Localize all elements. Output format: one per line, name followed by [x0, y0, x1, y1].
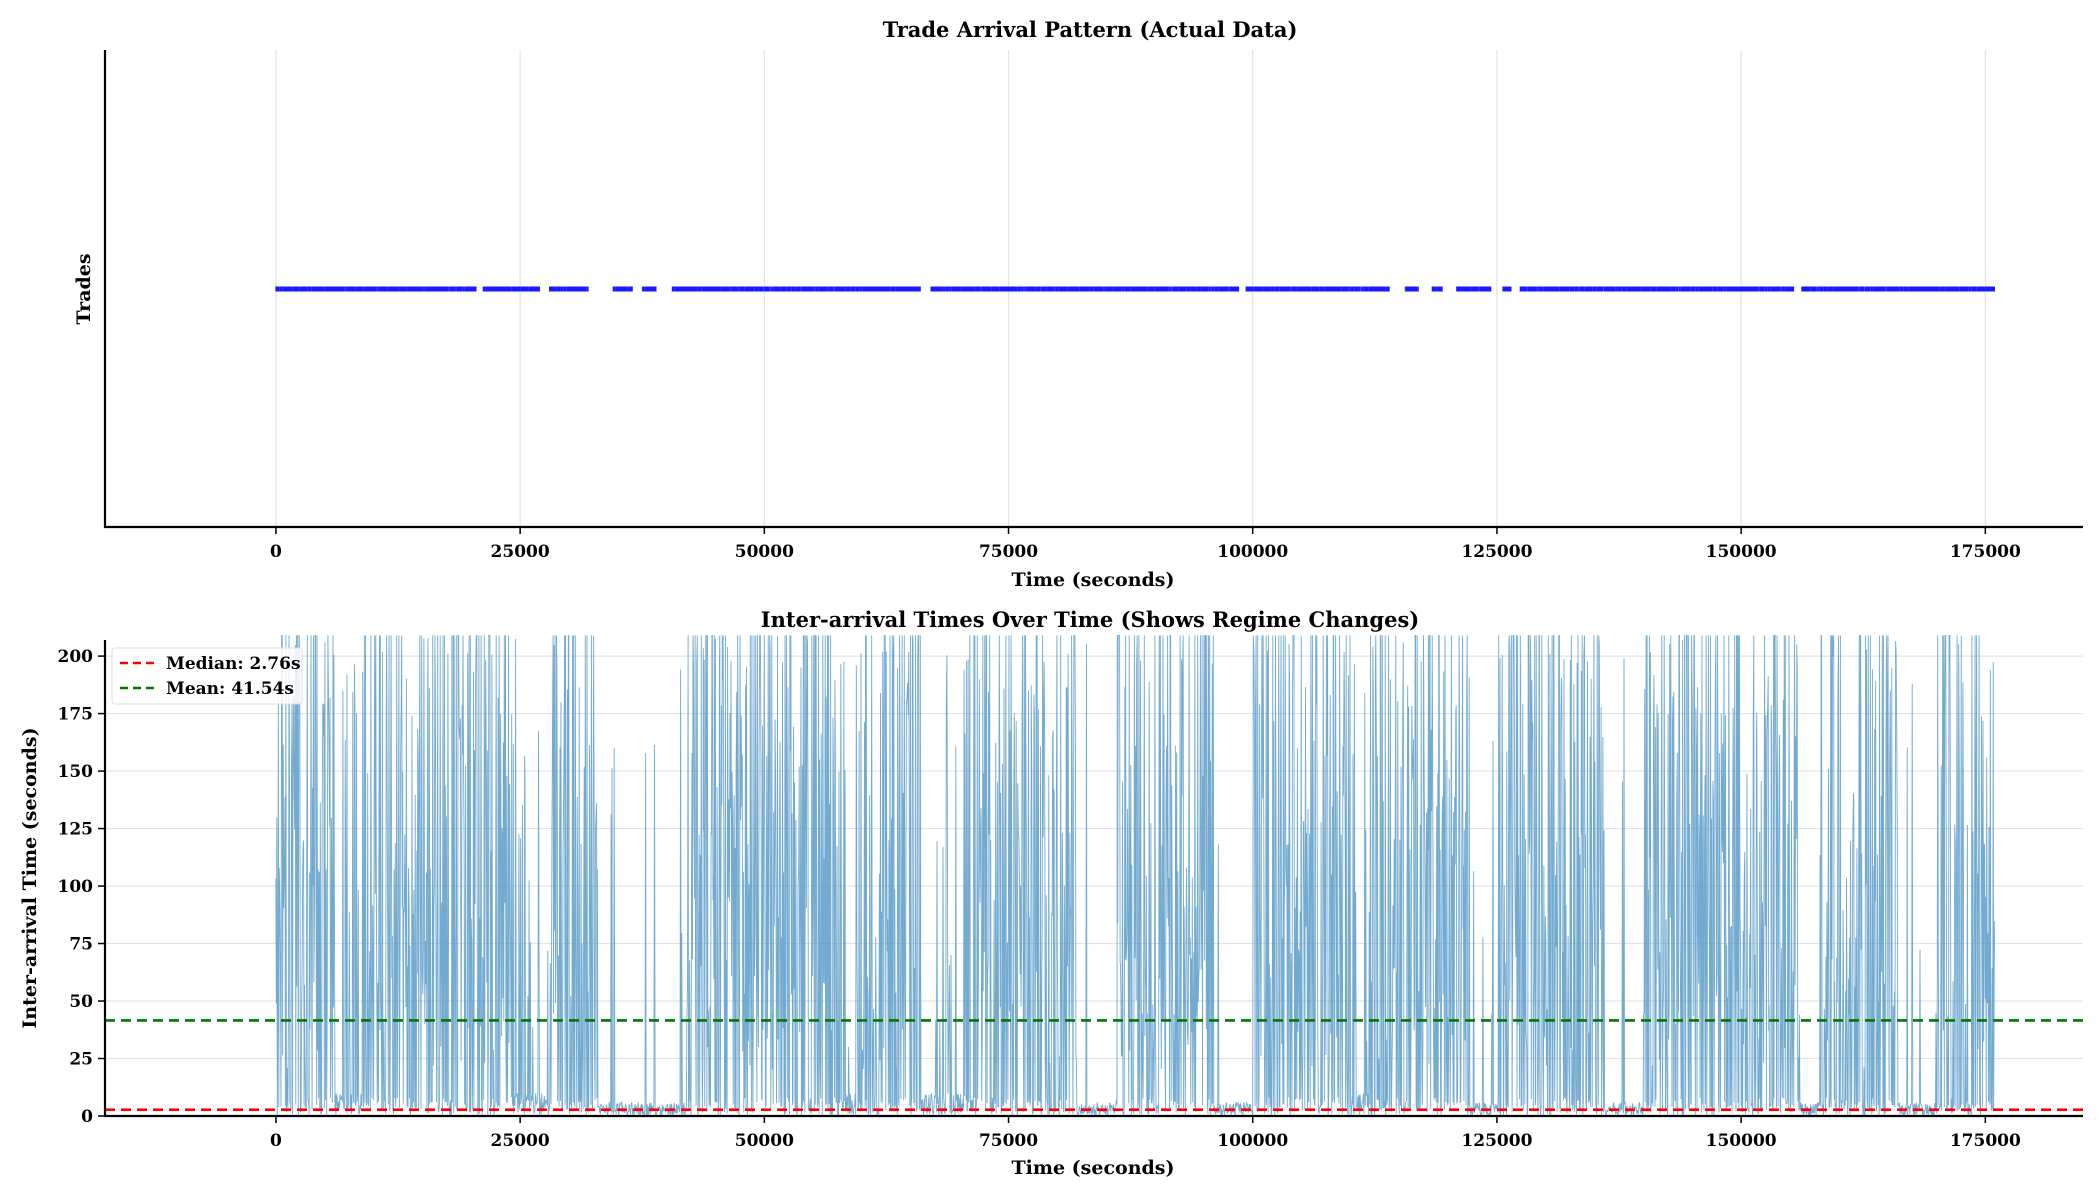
bottom-x-tick-label-5: 125000: [1461, 1131, 1532, 1151]
bottom-y-axis-label: Inter-arrival Time (seconds): [19, 727, 41, 1028]
top-y-axis-label: Trades: [73, 253, 95, 324]
bottom-reference-lines: [105, 1019, 2083, 1111]
legend-median-label: Median: 2.76s: [166, 654, 301, 674]
bottom-x-tick-label-3: 75000: [979, 1131, 1038, 1151]
bottom-x-tick-label-0: 0: [270, 1131, 282, 1151]
bottom-y-tick-label-0: 0: [81, 1107, 93, 1127]
bottom-x-axis-label: Time (seconds): [1012, 1157, 1175, 1179]
bottom-y-tick-label-1: 25: [69, 1050, 93, 1070]
top-x-ticks: 0 25000 50000 75000 100000 125000 150000 175000: [270, 527, 2021, 562]
top-x-tick-label-3: 75000: [979, 542, 1038, 562]
bottom-y-tick-label-8: 200: [58, 647, 94, 667]
bottom-y-ticks: 0 25 50 75 100 125 150 175 200: [58, 647, 105, 1127]
legend-box: [111, 647, 303, 705]
top-x-tick-label-5: 125000: [1461, 542, 1532, 562]
bottom-chart-title: Inter-arrival Times Over Time (Shows Reg…: [761, 607, 1419, 632]
trade-arrival-chart: Trade Arrival Pattern (Actual Data) 0 250…: [73, 17, 2083, 591]
bottom-x-tick-label-1: 25000: [491, 1131, 550, 1151]
top-x-tick-label-2: 50000: [735, 542, 794, 562]
legend: Median: 2.76s Mean: 41.54s: [111, 647, 303, 705]
top-x-tick-label-1: 25000: [491, 542, 550, 562]
top-x-tick-label-7: 175000: [1950, 542, 2021, 562]
top-trade-ticks: [275, 286, 1995, 292]
top-x-tick-label-4: 100000: [1217, 542, 1288, 562]
top-chart-title: Trade Arrival Pattern (Actual Data): [883, 17, 1298, 42]
inter-arrival-chart: Inter-arrival Times Over Time (Shows Reg…: [19, 607, 2083, 1179]
bottom-interarrival-line: [275, 634, 1996, 1118]
bottom-x-ticks: 0 25000 50000 75000 100000 125000 150000 175000: [270, 1116, 2021, 1151]
legend-mean-label: Mean: 41.54s: [166, 679, 294, 699]
bottom-y-tick-label-2: 50: [69, 992, 93, 1012]
top-x-tick-label-0: 0: [270, 542, 282, 562]
bottom-y-tick-label-5: 125: [58, 820, 94, 840]
bottom-y-tick-label-4: 100: [58, 877, 94, 897]
bottom-y-tick-label-6: 150: [58, 762, 94, 782]
bottom-y-tick-label-3: 75: [69, 935, 93, 955]
bottom-x-tick-label-6: 150000: [1706, 1131, 1777, 1151]
top-x-axis-label: Time (seconds): [1012, 569, 1175, 591]
bottom-y-tick-label-7: 175: [58, 705, 94, 725]
bottom-series-line: [275, 634, 1996, 1118]
top-x-tick-label-6: 150000: [1706, 542, 1777, 562]
bottom-x-tick-label-2: 50000: [735, 1131, 794, 1151]
bottom-x-tick-label-4: 100000: [1217, 1131, 1288, 1151]
bottom-x-tick-label-7: 175000: [1950, 1131, 2021, 1151]
top-trade-marks: [275, 286, 1995, 292]
